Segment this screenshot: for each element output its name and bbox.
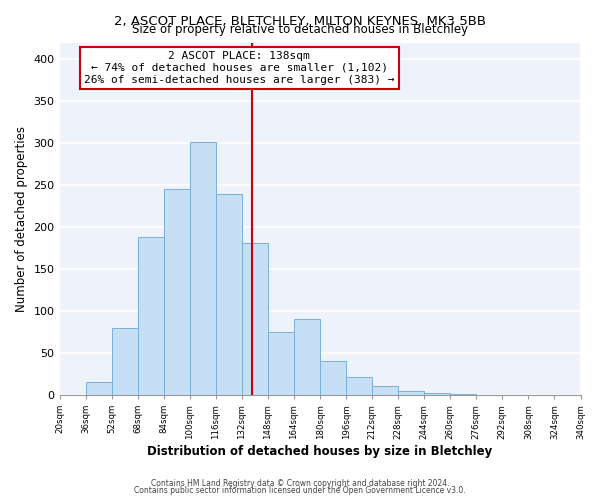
Bar: [294, 320, 320, 395]
Text: 2 ASCOT PLACE: 138sqm
← 74% of detached houses are smaller (1,102)
26% of semi-d: 2 ASCOT PLACE: 138sqm ← 74% of detached …: [84, 52, 395, 84]
Bar: [164, 190, 190, 395]
Bar: [86, 382, 112, 395]
Bar: [268, 332, 294, 395]
Bar: [112, 328, 137, 395]
Bar: [346, 376, 372, 395]
Bar: [137, 237, 164, 395]
Bar: [372, 386, 398, 395]
X-axis label: Distribution of detached houses by size in Bletchley: Distribution of detached houses by size …: [148, 444, 493, 458]
Bar: [450, 394, 476, 395]
Text: Contains public sector information licensed under the Open Government Licence v3: Contains public sector information licen…: [134, 486, 466, 495]
Bar: [398, 391, 424, 395]
Bar: [242, 243, 268, 395]
Text: Size of property relative to detached houses in Bletchley: Size of property relative to detached ho…: [132, 22, 468, 36]
Y-axis label: Number of detached properties: Number of detached properties: [15, 126, 28, 312]
Text: Contains HM Land Registry data © Crown copyright and database right 2024.: Contains HM Land Registry data © Crown c…: [151, 478, 449, 488]
Bar: [424, 394, 450, 395]
Bar: [190, 142, 216, 395]
Bar: [216, 194, 242, 395]
Text: 2, ASCOT PLACE, BLETCHLEY, MILTON KEYNES, MK3 5BB: 2, ASCOT PLACE, BLETCHLEY, MILTON KEYNES…: [114, 15, 486, 28]
Bar: [320, 360, 346, 395]
